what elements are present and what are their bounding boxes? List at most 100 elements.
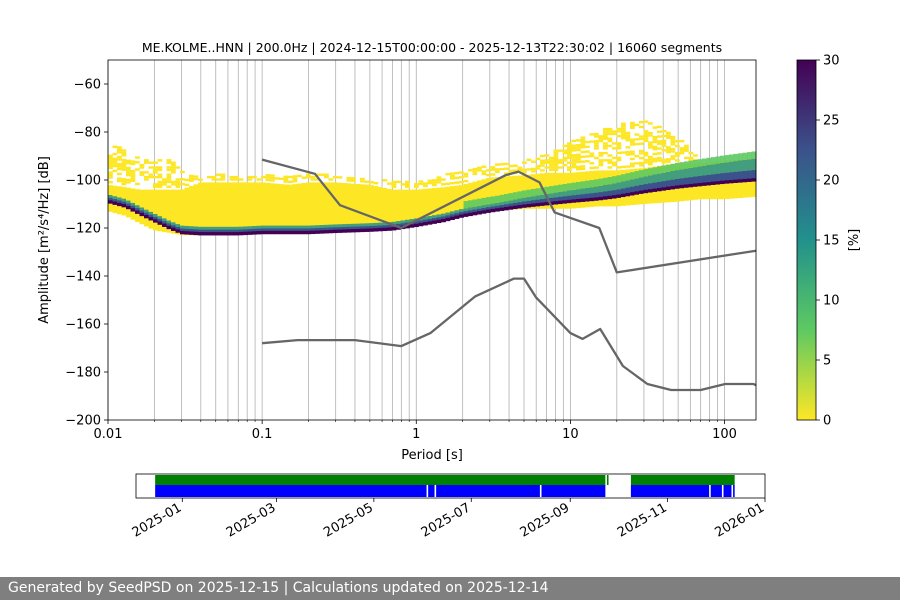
density-cell (751, 158, 757, 182)
density-cell (576, 198, 581, 203)
density-cell (202, 182, 208, 236)
density-cell (144, 189, 149, 227)
density-cell (576, 139, 581, 142)
data-availability-timeline: 2025-01 2025-03 2025-05 2025-07 2025-09 2025-… (130, 473, 767, 541)
density-cell (346, 229, 352, 233)
density-cell (175, 178, 181, 181)
density-cell (130, 169, 136, 173)
colorbar-tick-label: 10 (823, 294, 840, 309)
density-cell (112, 145, 118, 149)
density-cell (612, 147, 617, 150)
density-cell (531, 200, 536, 207)
density-cell (657, 147, 662, 150)
density-cell (243, 231, 248, 236)
density-cell (126, 173, 131, 177)
density-cell (198, 232, 203, 236)
density-cell (441, 187, 446, 221)
density-cell (544, 186, 550, 195)
processed-segment (710, 485, 722, 497)
density-cell (661, 161, 667, 164)
density-cell (162, 180, 167, 184)
density-cell (580, 194, 586, 202)
density-cell (495, 170, 500, 173)
noise-model-nlnm (262, 277, 757, 392)
density-cell (684, 177, 689, 188)
density-cell (139, 171, 145, 174)
density-cell (675, 178, 680, 189)
density-cell (153, 219, 158, 223)
density-cell (670, 135, 676, 139)
density-cell (405, 183, 410, 186)
density-cell (670, 179, 676, 189)
density-cell (535, 203, 541, 207)
density-cell (396, 189, 401, 228)
density-cell (675, 185, 680, 189)
density-cell (625, 138, 631, 142)
density-cell (265, 176, 271, 179)
density-cell (648, 131, 653, 135)
density-cell (121, 149, 127, 152)
density-cell (121, 161, 127, 164)
density-cell (184, 183, 190, 186)
density-cell (157, 221, 163, 225)
density-cell (279, 230, 284, 235)
density-cell (490, 177, 496, 211)
density-cell (499, 176, 505, 211)
density-cell (279, 184, 284, 233)
density-cell (454, 181, 460, 184)
grid-lines (107, 60, 725, 420)
density-cell (607, 195, 613, 200)
density-cell (621, 134, 626, 137)
x-tick-label: 0.1 (252, 427, 273, 442)
density-cell (607, 166, 613, 169)
density-cell (643, 158, 649, 162)
density-cell (715, 173, 721, 185)
density-cell (409, 189, 415, 227)
density-cell (657, 187, 662, 192)
density-cell (531, 160, 536, 163)
density-cell (540, 154, 545, 158)
density-cell (225, 182, 230, 236)
density-cell (540, 169, 545, 172)
density-cell (229, 232, 235, 236)
density-cell (517, 166, 523, 170)
density-cell (603, 127, 608, 131)
density-cell (567, 144, 572, 148)
density-cell (540, 187, 545, 195)
density-cell (621, 129, 626, 133)
density-cell (337, 229, 343, 233)
density-cell (652, 136, 658, 139)
density-cell (486, 173, 491, 177)
density-cell (477, 198, 482, 206)
density-cell (670, 138, 676, 141)
density-cell (189, 177, 194, 180)
density-cell (157, 189, 163, 232)
density-cell (670, 157, 676, 160)
density-cell (333, 175, 338, 179)
density-cell (553, 168, 559, 172)
density-cell (121, 178, 127, 181)
density-cell (445, 172, 451, 176)
density-cell (544, 166, 550, 169)
density-cell (310, 230, 316, 235)
y-axis-ticks: −200 −180 −160 −140 −120 −100 −80 −60 (65, 78, 108, 429)
density-cell (598, 163, 604, 167)
density-cell (117, 179, 122, 183)
density-cell (117, 163, 122, 166)
density-cell (576, 165, 581, 169)
density-cell (171, 189, 176, 234)
density-cell (684, 184, 689, 188)
density-cell (688, 159, 694, 162)
density-cell (594, 135, 599, 138)
density-cell (567, 151, 572, 155)
density-cell (639, 135, 644, 138)
density-cell (603, 144, 608, 148)
density-cell (126, 178, 131, 182)
density-cell (292, 180, 298, 183)
density-cell (328, 182, 334, 231)
density-cell (513, 192, 518, 200)
density-cell (247, 175, 253, 179)
density-cell (612, 161, 617, 164)
density-cell (738, 171, 743, 183)
density-cell (630, 126, 635, 129)
